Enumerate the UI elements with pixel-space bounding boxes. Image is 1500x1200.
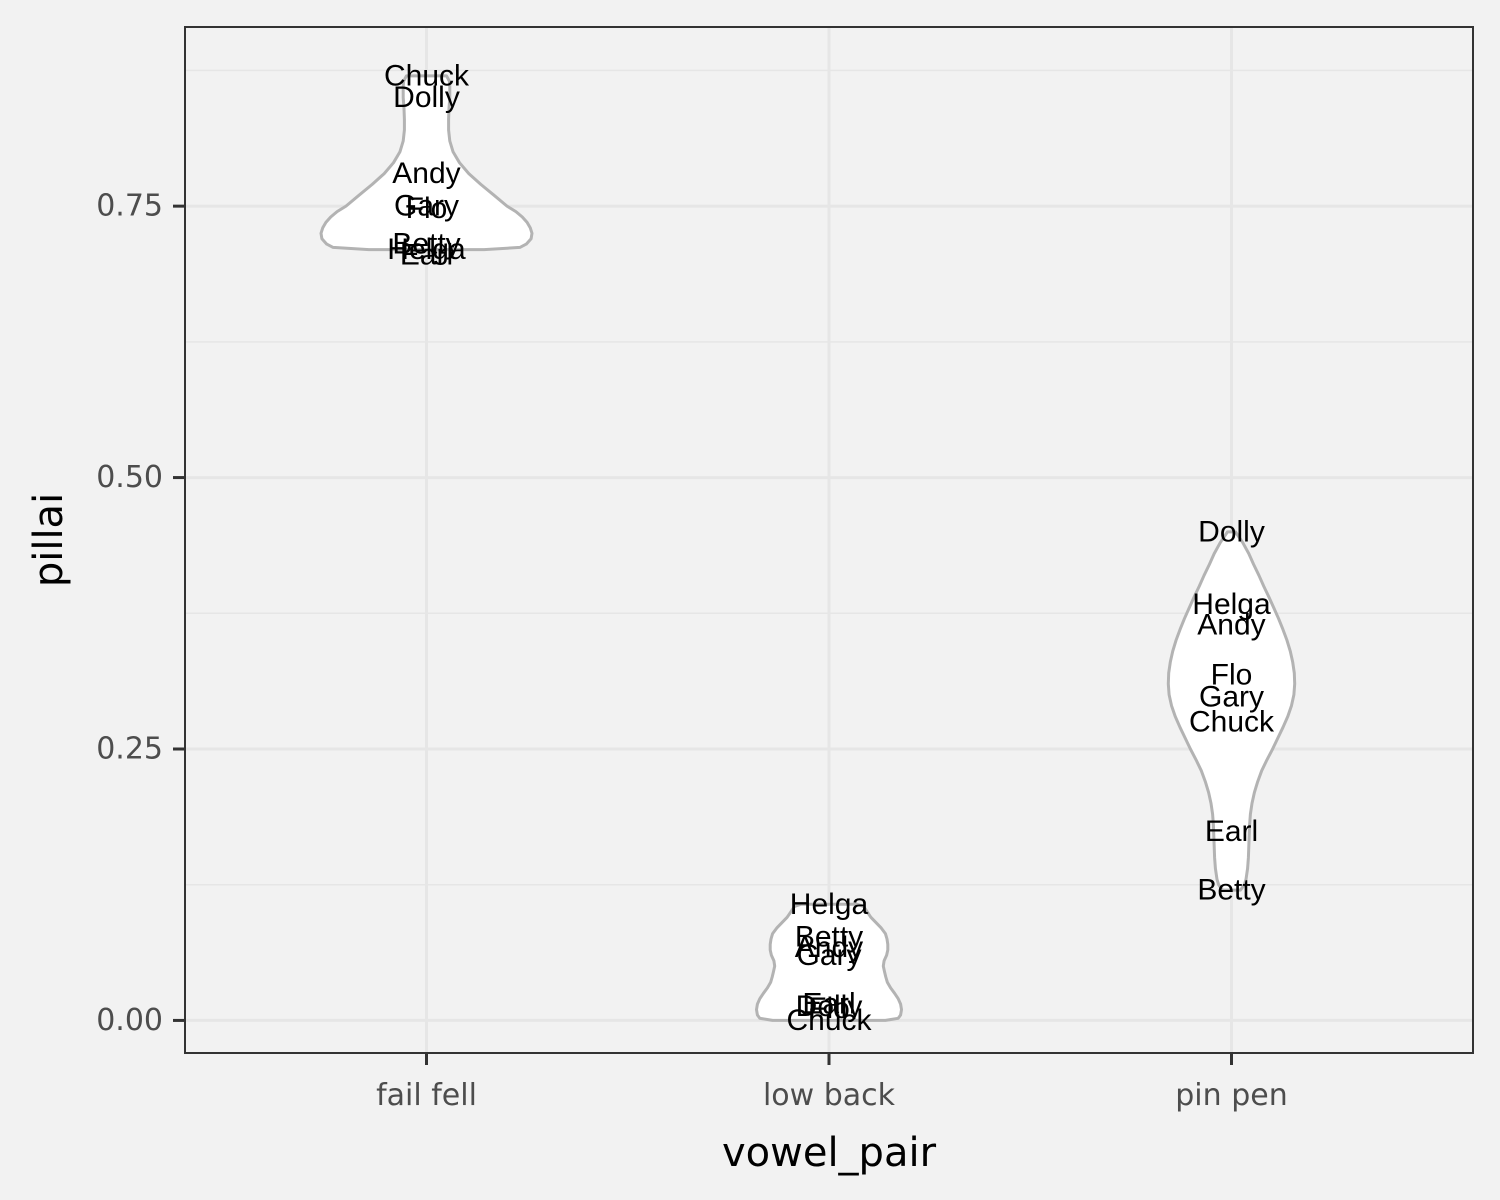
y-tick-label: 0.00 bbox=[96, 1003, 163, 1038]
point-label: Earl bbox=[802, 988, 855, 1021]
point-label: Gary bbox=[394, 190, 459, 223]
violin-fail-fell bbox=[319, 74, 534, 252]
point-label: Andy bbox=[1197, 609, 1265, 642]
point-label: Dolly bbox=[796, 990, 863, 1023]
point-label: Gary bbox=[1199, 680, 1264, 713]
violins bbox=[319, 74, 1297, 1022]
point-label: Betty bbox=[795, 920, 863, 953]
point-label: Earl bbox=[400, 239, 453, 272]
violin-pin-pen bbox=[1166, 530, 1297, 892]
point-label: Helga bbox=[790, 888, 869, 921]
point-label: Flo bbox=[1211, 659, 1253, 692]
x-tick-label: pin pen bbox=[1175, 1078, 1287, 1113]
point-label: Flo bbox=[406, 192, 448, 225]
x-axis-title: vowel_pair bbox=[722, 1130, 937, 1176]
point-label: Flo bbox=[808, 992, 850, 1025]
y-tick-label: 0.50 bbox=[96, 460, 163, 495]
point-label: Gary bbox=[796, 939, 861, 972]
point-label: Helga bbox=[1192, 588, 1271, 621]
point-label: Betty bbox=[392, 228, 460, 261]
point-label: Chuck bbox=[384, 59, 470, 92]
point-label: Dolly bbox=[1198, 515, 1265, 548]
point-label: Andy bbox=[795, 931, 863, 964]
point-labels: ChuckDollyAndyGaryFloBettyHelgaEarlHelga… bbox=[384, 59, 1275, 1037]
y-axis: 0.00 0.25 0.50 0.75 bbox=[96, 189, 185, 1038]
point-label: Earl bbox=[1205, 815, 1258, 848]
x-axis: fail fell low back pin pen bbox=[376, 1053, 1288, 1113]
y-tick-label: 0.25 bbox=[96, 732, 163, 767]
y-axis-title: pillai bbox=[26, 493, 72, 587]
point-label: Chuck bbox=[786, 1004, 872, 1037]
point-label: Andy bbox=[392, 157, 460, 190]
point-label: Dolly bbox=[393, 81, 460, 114]
y-tick-label: 0.75 bbox=[96, 189, 163, 224]
x-tick-label: fail fell bbox=[376, 1078, 477, 1113]
point-label: Helga bbox=[387, 233, 466, 266]
x-tick-label: low back bbox=[763, 1078, 896, 1113]
point-label: Betty bbox=[1197, 874, 1265, 907]
point-label: Chuck bbox=[1189, 705, 1275, 738]
violin-low-back bbox=[755, 902, 903, 1022]
